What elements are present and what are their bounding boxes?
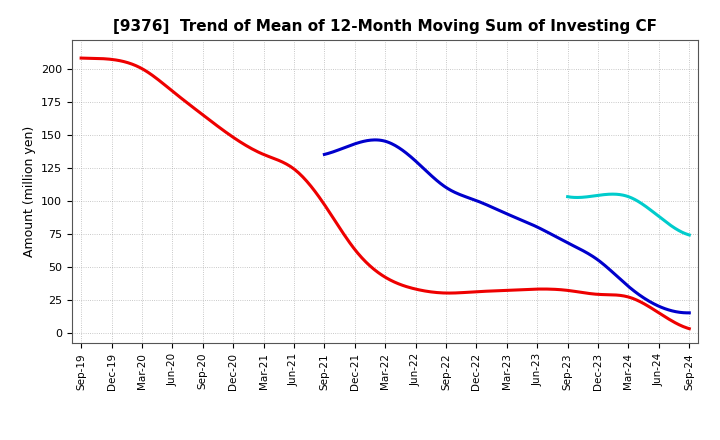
Title: [9376]  Trend of Mean of 12-Month Moving Sum of Investing CF: [9376] Trend of Mean of 12-Month Moving … bbox=[113, 19, 657, 34]
Y-axis label: Amount (million yen): Amount (million yen) bbox=[22, 126, 35, 257]
